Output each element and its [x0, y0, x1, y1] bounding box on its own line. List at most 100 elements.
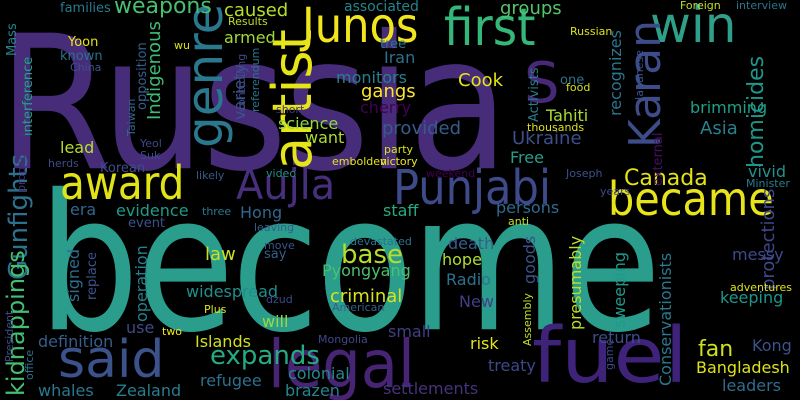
word-yoon: Yoon: [68, 35, 99, 50]
word-leaders: leaders: [722, 376, 782, 395]
word-weekend: weekend: [426, 167, 476, 180]
word-operation: operation: [132, 245, 151, 322]
word-adventures: adventures: [730, 281, 793, 294]
word-will: will: [262, 312, 289, 331]
word-japanese: Japanese: [633, 50, 646, 100]
word-small: small: [388, 322, 431, 341]
word-short: short: [276, 103, 305, 116]
word-yeol: Yeol: [140, 137, 162, 150]
word-bangladesh: Bangladesh: [696, 358, 790, 377]
word-islands: Islands: [195, 332, 251, 351]
word-event: event: [128, 216, 166, 231]
word-death: death: [448, 234, 495, 253]
word-russia: Russia: [0, 0, 509, 213]
word-zealand: Zealand: [116, 381, 182, 400]
word-caused: caused: [224, 0, 289, 21]
word-new: New: [459, 292, 494, 311]
word-criminal: criminal: [330, 286, 403, 307]
word-return: return: [592, 328, 641, 347]
word-one: one: [560, 73, 585, 88]
word-era: era: [70, 200, 97, 219]
word-colonial: colonial: [288, 364, 350, 383]
word-likely: likely: [196, 169, 225, 182]
word-keeping: keeping: [720, 288, 784, 307]
word-provided: provided: [382, 118, 462, 139]
word-s: S: [524, 51, 560, 116]
word-karan: Karan: [620, 20, 671, 148]
word-replace: replace: [85, 251, 100, 300]
word-hong: Hong: [240, 203, 283, 222]
word-free: Free: [510, 148, 544, 167]
word-messy: messy: [732, 245, 784, 264]
word-dzud: dzud: [266, 293, 293, 306]
word-staff: staff: [383, 201, 419, 220]
word-gangs: gangs: [361, 81, 416, 102]
word-victory: victory: [380, 155, 418, 168]
word-signed: signed: [64, 248, 83, 302]
word-tahiti: Tahiti: [546, 106, 589, 125]
word-radio: Radio: [446, 270, 491, 289]
word-assembly: Assembly: [521, 292, 534, 346]
word-weapons: weapons: [114, 0, 212, 19]
word-science: science: [278, 114, 339, 133]
word-definition: definition: [38, 332, 114, 351]
word-use: use: [126, 318, 155, 337]
word-recognizes: recognizes: [606, 30, 625, 116]
word-leaving: leaving: [254, 221, 295, 234]
word-minister: Minister: [746, 177, 790, 190]
word-risk: risk: [470, 334, 499, 353]
word-want: want: [305, 128, 345, 147]
word-genre: genre: [176, 3, 234, 148]
word-anti: anti: [508, 215, 530, 228]
word-mongolia: Mongolia: [318, 333, 368, 346]
word-associated: associated: [344, 0, 419, 15]
word-vivid: vivid: [748, 162, 786, 181]
word-brimming: brimming: [690, 98, 768, 117]
word-office: office: [23, 349, 36, 380]
word-expands: expands: [210, 341, 320, 371]
word-korean: Korean: [100, 161, 146, 176]
word-years: years: [600, 185, 631, 198]
word-said: said: [58, 330, 165, 390]
word-punjabi: Punjabi: [393, 160, 551, 216]
word-armed: armed: [224, 28, 276, 47]
word-referendum: referendum: [249, 47, 262, 112]
word-junos: Junos: [302, 0, 419, 54]
word-foreign: Foreign: [680, 0, 721, 12]
word-law: law: [205, 244, 236, 265]
word-groups: groups: [500, 0, 562, 19]
word-wu: wu: [174, 39, 190, 52]
word-taiwan: Taiwan: [125, 98, 138, 136]
word-sweeping: sweeping: [610, 251, 629, 328]
word-conservationists: Conservationists: [656, 252, 675, 386]
word-fuel: fuel: [532, 311, 688, 400]
word-three: three: [202, 205, 232, 218]
word-video: video: [266, 167, 297, 180]
word-joseph: Joseph: [566, 167, 603, 180]
word-became: became: [608, 172, 774, 226]
word-first: first: [444, 0, 536, 58]
word-controlling: controlling: [235, 53, 248, 112]
word-base: base: [341, 240, 403, 270]
word-china: China: [70, 61, 102, 74]
word-cook: Cook: [458, 70, 504, 91]
word-monitors: monitors: [336, 68, 407, 87]
word-evidence: evidence: [116, 201, 189, 220]
word-president: President: [3, 310, 16, 362]
word-canada: Canada: [624, 166, 708, 191]
word-interview: interview: [736, 0, 787, 12]
word-widespread: widespread: [186, 282, 279, 301]
word-plus: Plus: [204, 303, 227, 316]
word-food: food: [566, 81, 591, 94]
word-pyongyang: Pyongyang: [322, 261, 411, 280]
word-win: win: [650, 0, 737, 54]
word-lead: lead: [60, 138, 95, 157]
word-hope: hope: [442, 250, 482, 269]
word-ukraine: Ukraine: [512, 128, 582, 149]
word-propaganda: propaganda: [15, 125, 28, 192]
word-goods: goods: [520, 235, 539, 284]
word-refugee: refugee: [200, 371, 262, 390]
word-say: say: [264, 247, 287, 262]
word-become: become: [38, 153, 661, 375]
word-activists: Activists: [527, 67, 542, 122]
